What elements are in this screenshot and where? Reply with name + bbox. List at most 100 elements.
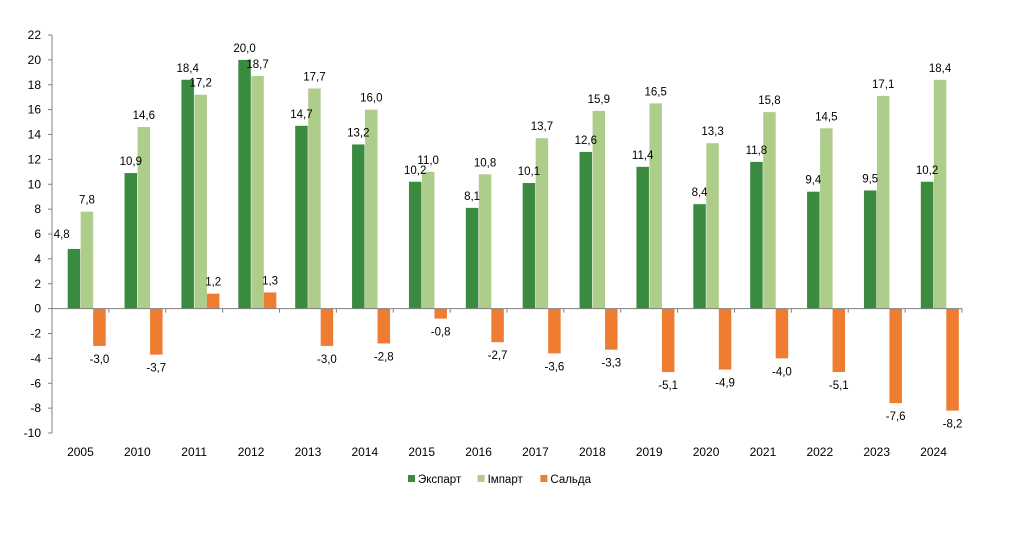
bar-balance [605, 308, 618, 350]
bar-balance [548, 308, 561, 354]
bar-import [649, 103, 662, 309]
data-label: -5,1 [658, 380, 678, 392]
bar-export [67, 248, 81, 309]
y-tick-label: 0 [34, 302, 41, 316]
bar-import [478, 174, 492, 309]
x-tick-label: 2012 [238, 445, 265, 459]
bar-export [522, 183, 536, 309]
legend-label: Імпарт [488, 474, 524, 486]
bar-balance [832, 308, 846, 373]
bar-balance [150, 308, 163, 355]
bars [67, 59, 959, 411]
x-tick-label: 2015 [408, 445, 435, 459]
bar-import [80, 211, 94, 309]
legend-label: Экспарт [418, 474, 462, 486]
data-label: 18,4 [176, 63, 199, 75]
bar-balance [377, 308, 391, 344]
data-label: 12,6 [575, 135, 597, 147]
data-label: 11,4 [632, 150, 654, 162]
bar-export [295, 125, 308, 309]
bar-export [352, 144, 365, 309]
bar-export [693, 204, 706, 309]
x-axis: 2005 2010 2011 2012 2013 2014 2015 2016 2017 2018… [51, 308, 963, 459]
y-tick-label: -2 [30, 327, 41, 341]
bar-export [124, 173, 138, 309]
data-label: 15,8 [758, 95, 780, 107]
data-label: 18,4 [929, 63, 952, 75]
data-label: 11,8 [746, 145, 768, 157]
bar-import [535, 138, 549, 309]
x-tick-label: 2022 [806, 445, 833, 459]
x-tick-label: 2011 [181, 445, 207, 459]
x-tick-label: 2017 [522, 445, 549, 459]
bar-export [465, 207, 479, 309]
bar-balance [320, 308, 334, 346]
bar-import [706, 143, 719, 309]
data-label: 8,4 [692, 187, 709, 199]
y-tick-label: -4 [30, 351, 41, 365]
y-tick-label: 12 [28, 152, 42, 166]
data-label: 17,2 [189, 78, 211, 90]
data-label: 14,6 [133, 110, 155, 122]
data-label: -3,0 [90, 354, 110, 366]
data-label: -3,3 [601, 358, 621, 370]
data-label: 7,8 [79, 195, 95, 207]
data-label: -3,7 [146, 363, 166, 375]
x-tick-label: 2018 [579, 445, 606, 459]
x-tick-label: 2019 [636, 445, 663, 459]
bar-balance [263, 292, 277, 309]
data-label: 10,2 [404, 165, 426, 177]
bar-import [876, 95, 890, 309]
y-tick-label: 6 [34, 227, 41, 241]
data-label: 13,2 [347, 127, 369, 139]
legend-swatch [408, 475, 415, 482]
bar-export [181, 79, 194, 309]
data-label: 1,3 [262, 275, 278, 287]
y-tick-label: 14 [28, 128, 42, 142]
bar-import [308, 88, 321, 309]
y-tick-label: 18 [28, 78, 42, 92]
bar-balance [93, 308, 106, 346]
y-tick-label: -10 [24, 426, 42, 440]
data-label: 16,5 [644, 86, 666, 98]
data-label: 10,1 [518, 166, 540, 178]
data-label: -4,9 [715, 378, 735, 390]
data-label: 9,5 [862, 173, 878, 185]
legend-swatch [540, 475, 548, 482]
bar-import [933, 79, 947, 309]
bar-balance [775, 308, 789, 359]
bar-import [421, 171, 435, 309]
bar-import [194, 94, 207, 309]
x-tick-label: 2013 [295, 445, 322, 459]
data-label: 10,2 [916, 165, 938, 177]
data-label: 10,9 [120, 156, 142, 168]
data-label: 13,3 [701, 126, 723, 138]
y-tick-label: 20 [28, 53, 42, 67]
data-label: 20,0 [233, 43, 255, 55]
bar-import [251, 76, 264, 309]
bar-import [592, 110, 606, 309]
x-tick-label: 2020 [693, 445, 720, 459]
bar-balance [661, 308, 675, 373]
bar-export [863, 190, 877, 309]
y-tick-label: 16 [28, 103, 42, 117]
data-labels: 4,8 7,8 -3,0 10,9 14,6 -3,7 18,4 17,2 1,2 20,0 18,… [54, 43, 963, 431]
x-tick-label: 2005 [67, 445, 94, 459]
y-tick-label: 4 [34, 252, 41, 266]
x-tick-label: 2021 [750, 445, 777, 459]
bar-export [920, 181, 934, 309]
data-label: 4,8 [54, 229, 70, 241]
legend-swatch [477, 475, 485, 482]
bar-export [238, 59, 251, 309]
x-tick-label: 2016 [465, 445, 492, 459]
data-label: -2,7 [488, 350, 508, 362]
legend-label: Сальда [550, 474, 591, 486]
data-label: 1,2 [205, 277, 221, 289]
bar-balance [946, 308, 959, 411]
data-label: -7,6 [886, 411, 906, 423]
y-tick-label: 2 [34, 277, 41, 291]
data-label: -4,0 [772, 366, 792, 378]
data-label: 8,1 [464, 191, 480, 203]
data-label: -8,2 [943, 419, 963, 431]
